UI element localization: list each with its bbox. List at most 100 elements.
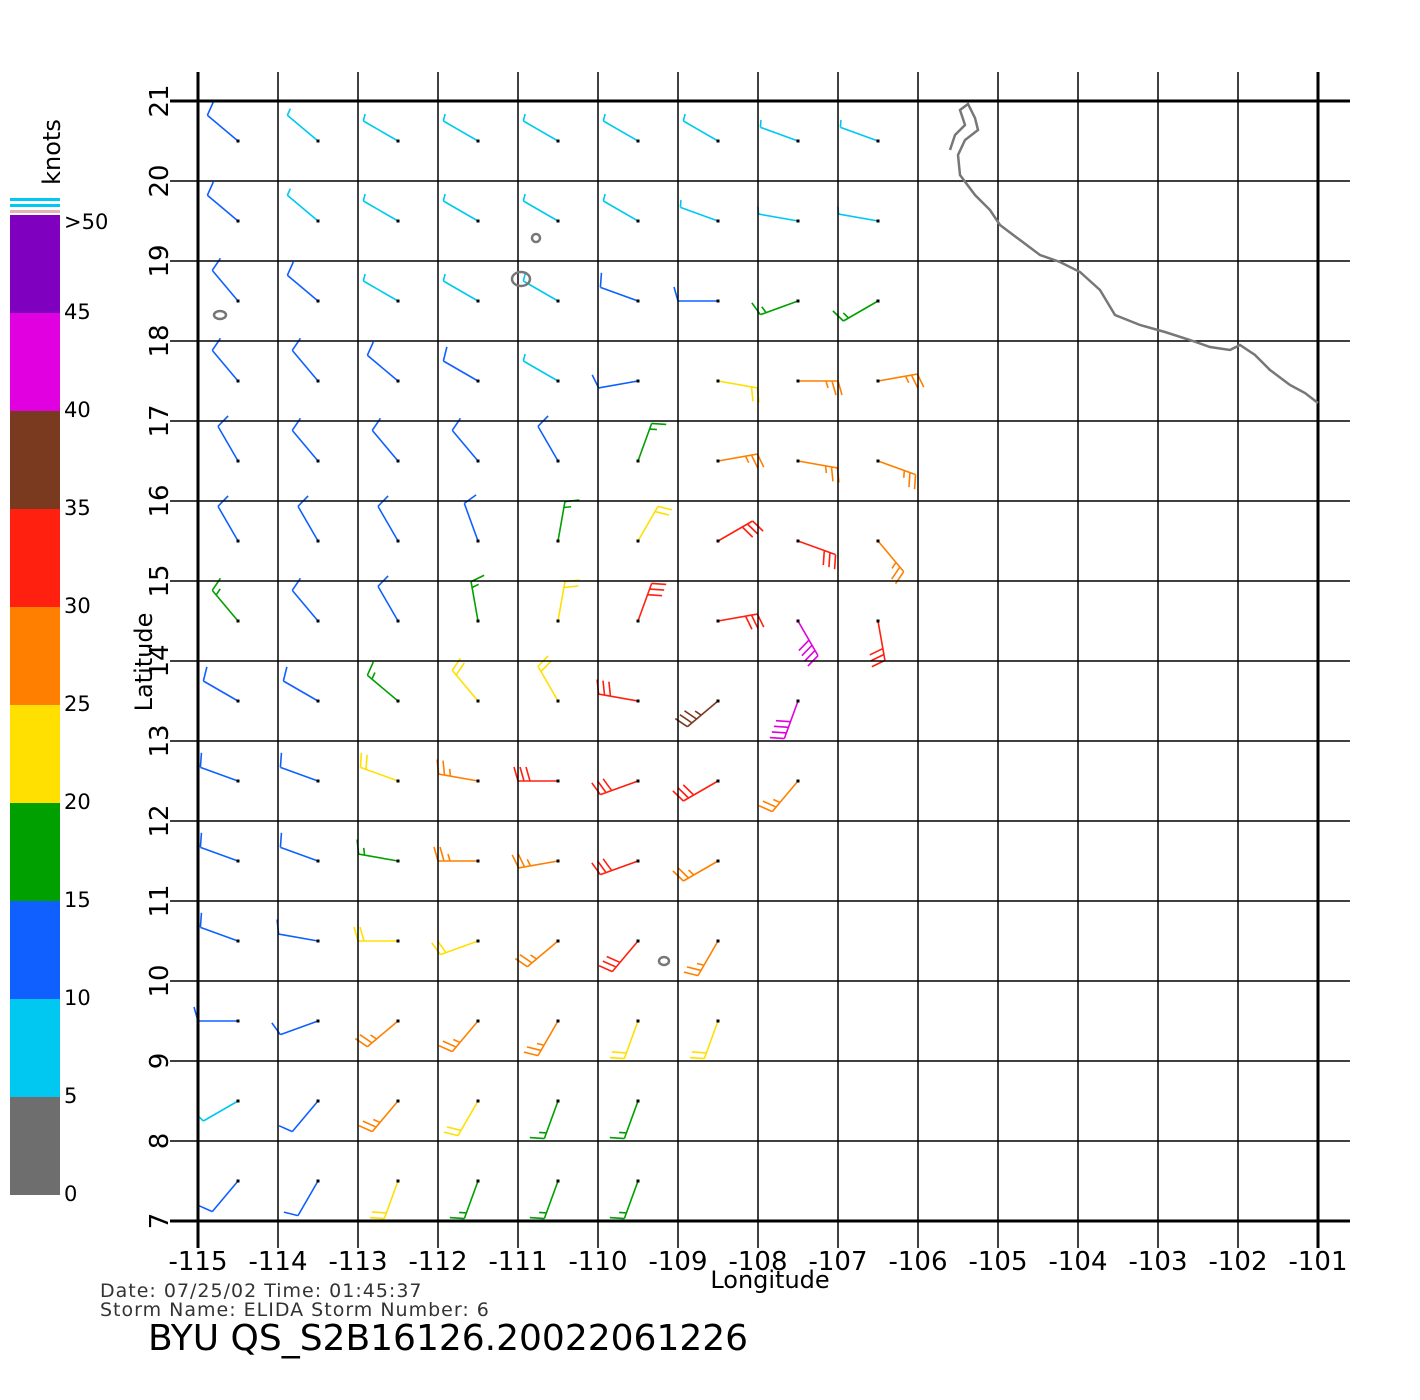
- wind-barb: [513, 766, 558, 782]
- y-tick-label: 17: [145, 404, 175, 437]
- y-tick-label: 13: [145, 724, 175, 757]
- wind-barb: [286, 261, 319, 302]
- wind-point: [316, 299, 320, 303]
- wind-barb: [869, 620, 886, 668]
- wind-point: [316, 939, 320, 943]
- wind-barb: [598, 940, 639, 973]
- y-tick-label: 12: [145, 804, 175, 837]
- y-axis-label: Latitude: [130, 613, 158, 712]
- wind-point: [316, 139, 320, 143]
- wind-barb: [436, 759, 479, 782]
- wind-point: [316, 1099, 320, 1103]
- wind-barb: [443, 1100, 479, 1137]
- wind-barb: [286, 108, 319, 142]
- x-tick-label: -113: [328, 1247, 387, 1277]
- x-tick-label: -110: [568, 1247, 627, 1277]
- wind-barb: [438, 1020, 479, 1053]
- wind-barb: [297, 495, 319, 542]
- wind-point: [796, 139, 800, 143]
- wind-barb: [602, 193, 639, 222]
- wind-point: [396, 619, 400, 623]
- wind-barb: [278, 1100, 319, 1133]
- wind-barb: [797, 540, 837, 570]
- wind-barb: [602, 113, 639, 142]
- colorbar-label: >50: [64, 210, 108, 234]
- wind-barb: [637, 582, 667, 622]
- wind-barb: [769, 700, 799, 740]
- wind-barb: [211, 337, 239, 382]
- colorbar-band: [10, 803, 60, 901]
- wind-barb: [197, 1100, 239, 1122]
- y-tick-label: 14: [145, 644, 175, 677]
- wind-barb: [758, 780, 799, 813]
- wind-barb: [442, 346, 479, 382]
- wind-point: [716, 859, 720, 863]
- wind-point: [556, 859, 560, 863]
- island: [657, 955, 671, 967]
- wind-point: [556, 1019, 560, 1023]
- colorbar-label: 15: [64, 888, 91, 912]
- wind-point: [236, 779, 240, 783]
- wind-barb: [199, 752, 239, 782]
- wind-point: [396, 939, 400, 943]
- wind-point: [316, 219, 320, 223]
- wind-point: [476, 1179, 480, 1183]
- wind-point: [636, 619, 640, 623]
- colorbar-label: 30: [64, 594, 91, 618]
- wind-point: [476, 539, 480, 543]
- wind-barb: [672, 860, 719, 882]
- wind-barb: [362, 193, 399, 222]
- wind-barb: [674, 700, 719, 728]
- wind-barb: [637, 505, 673, 542]
- wind-barb: [371, 417, 399, 462]
- x-tick-label: -112: [408, 1247, 467, 1277]
- colorbar-band: [10, 215, 60, 313]
- wind-barb: [354, 1020, 399, 1048]
- wind-barb: [283, 1180, 319, 1217]
- wind-point: [716, 299, 720, 303]
- wind-barb: [596, 679, 639, 702]
- wind-barb: [877, 540, 905, 585]
- wind-point: [796, 619, 800, 623]
- wind-point: [636, 1019, 640, 1023]
- wind-point: [716, 379, 720, 383]
- wind-point: [556, 619, 560, 623]
- wind-point: [236, 1099, 240, 1103]
- wind-point: [796, 219, 800, 223]
- x-tick-label: -105: [968, 1247, 1027, 1277]
- wind-point: [876, 619, 880, 623]
- y-tick-label: 18: [145, 324, 175, 357]
- wind-barb: [557, 579, 580, 622]
- wind-point: [396, 1019, 400, 1023]
- wind-point: [876, 379, 880, 383]
- wind-barb: [609, 1020, 639, 1060]
- wind-point: [636, 539, 640, 543]
- wind-point: [716, 699, 720, 703]
- wind-barb: [431, 940, 479, 956]
- y-tick-label: 20: [145, 164, 175, 197]
- wind-barb: [362, 113, 399, 142]
- colorbar-label: 40: [64, 398, 91, 422]
- wind-point: [316, 699, 320, 703]
- colorbar-cap: [10, 204, 60, 207]
- wind-point: [236, 539, 240, 543]
- wind-point: [396, 219, 400, 223]
- wind-point: [636, 1099, 640, 1103]
- island: [510, 270, 532, 288]
- wind-point: [396, 779, 400, 783]
- wind-barb: [522, 273, 559, 302]
- wind-point: [796, 779, 800, 783]
- wind-barb: [217, 495, 239, 542]
- colorbar-band: [10, 607, 60, 705]
- wind-point: [396, 139, 400, 143]
- wind-barb: [717, 520, 764, 542]
- colorbar-label: 35: [64, 496, 91, 520]
- wind-barb: [198, 1180, 239, 1213]
- wind-barb: [839, 120, 879, 142]
- island: [530, 232, 542, 244]
- wind-point: [716, 939, 720, 943]
- wind-barb: [717, 613, 765, 630]
- colorbar-title: knots: [38, 119, 66, 185]
- wind-point: [236, 299, 240, 303]
